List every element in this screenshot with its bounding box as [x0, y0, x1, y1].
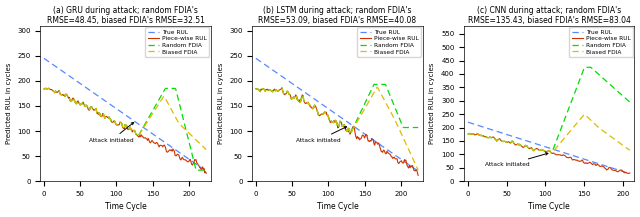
- X-axis label: Time Cycle: Time Cycle: [104, 202, 147, 211]
- Legend: True RUL, Piece-wise RUL, Random FDIA, Biased FDIA: True RUL, Piece-wise RUL, Random FDIA, B…: [569, 28, 633, 57]
- Y-axis label: Predicted RUL in cycles: Predicted RUL in cycles: [429, 63, 435, 144]
- Text: Attack initiated: Attack initiated: [296, 127, 347, 143]
- Legend: True RUL, Piece-wise RUL, Random FDIA, Biased FDIA: True RUL, Piece-wise RUL, Random FDIA, B…: [145, 28, 209, 57]
- Title: (a) GRU during attack; random FDIA's
RMSE=48.45, biased FDIA's RMSE=32.51: (a) GRU during attack; random FDIA's RMS…: [47, 6, 204, 25]
- Y-axis label: Predicted RUL in cycles: Predicted RUL in cycles: [6, 63, 12, 144]
- Title: (c) CNN during attack; random FDIA's
RMSE=135.43, biased FDIA's RMSE=83.04: (c) CNN during attack; random FDIA's RMS…: [468, 6, 631, 25]
- Legend: True RUL, Piece-wise RUL, Random FDIA, Biased FDIA: True RUL, Piece-wise RUL, Random FDIA, B…: [357, 28, 420, 57]
- X-axis label: Time Cycle: Time Cycle: [529, 202, 570, 211]
- Title: (b) LSTM during attack; random FDIA's
RMSE=53.09, biased FDIA's RMSE=40.08: (b) LSTM during attack; random FDIA's RM…: [259, 6, 417, 25]
- Y-axis label: Predicted RUL in cycles: Predicted RUL in cycles: [218, 63, 223, 144]
- Text: Attack initiated: Attack initiated: [89, 122, 134, 143]
- Text: Attack initiated: Attack initiated: [485, 153, 548, 168]
- X-axis label: Time Cycle: Time Cycle: [317, 202, 358, 211]
